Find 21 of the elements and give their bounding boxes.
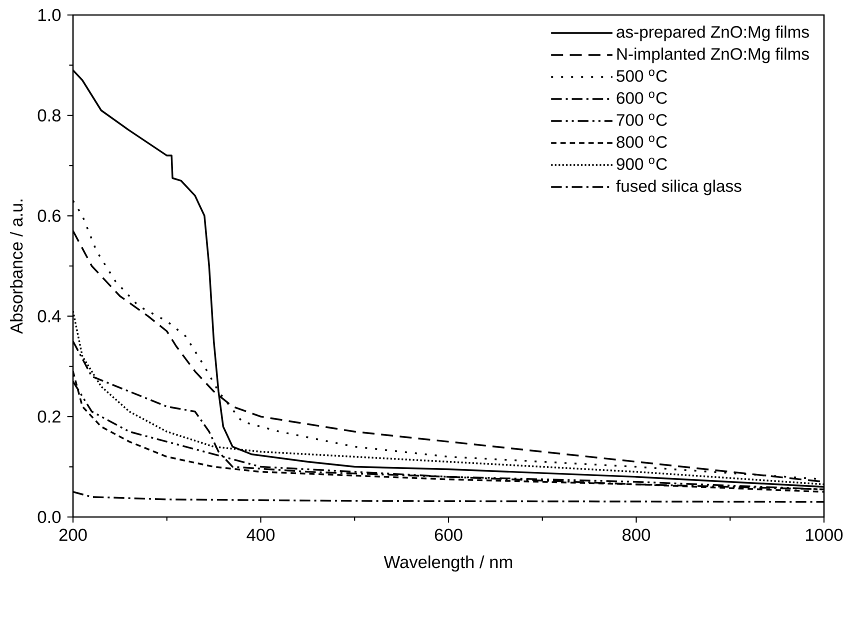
x-tick-label: 1000 (806, 528, 843, 541)
legend-label: 800 $^{o}$C (616, 136, 667, 148)
legend-label: as-prepared ZnO:Mg films (616, 26, 809, 42)
x-axis-title: Wavelength / nm (384, 555, 512, 572)
y-tick-label: 0.0 (38, 510, 61, 524)
legend-label: N-implanted ZnO:Mg films (617, 48, 809, 64)
legend-label: fused silica glass (616, 180, 742, 196)
x-tick-label: 600 (434, 528, 462, 541)
y-tick-label: 0.6 (38, 210, 61, 222)
x-tick-label: 400 (246, 528, 275, 541)
y-axis-title: Absorbance / a.u. (10, 200, 23, 334)
legend-label: 500 $^{o}$C (616, 70, 667, 82)
legend-label: 900 $^{o}$C (616, 158, 667, 170)
y-tick-label: 1.0 (38, 8, 61, 22)
y-tick-label: 0.8 (38, 109, 61, 122)
legend-label: 700 $^{o}$C (616, 114, 667, 126)
y-tick-label: 0.2 (38, 410, 60, 423)
x-tick-label: 200 (59, 528, 87, 541)
legend-label: 600 $^{o}$C (616, 92, 667, 104)
x-tick-label: 800 (622, 528, 650, 541)
y-tick-label: 0.4 (38, 310, 61, 322)
